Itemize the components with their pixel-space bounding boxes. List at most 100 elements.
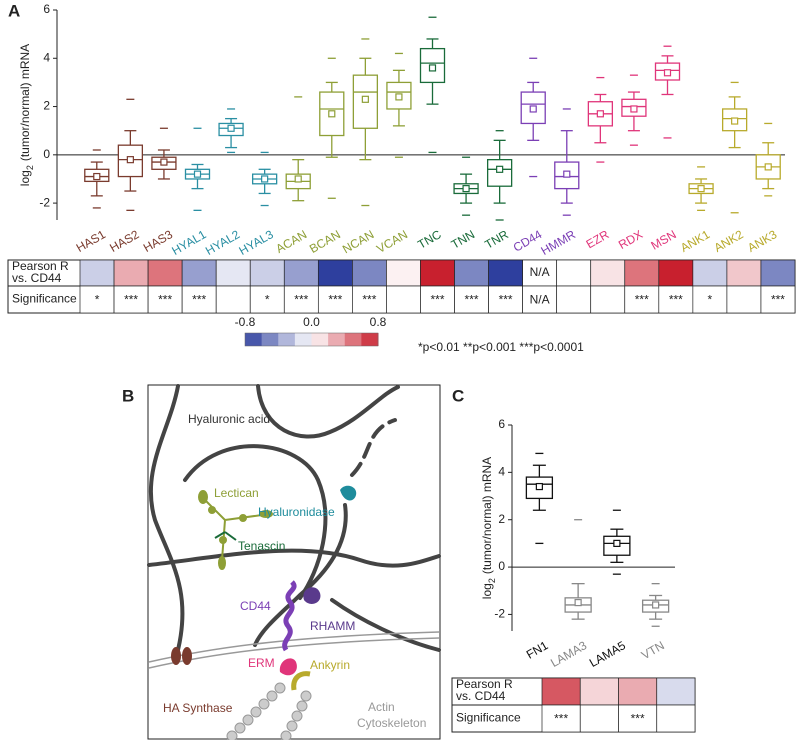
actin-bead [266, 690, 278, 702]
significance-text: *** [192, 293, 206, 307]
row-label: Significance [456, 711, 521, 725]
x-tick-label: EZR [584, 227, 612, 251]
x-tick-label: TNN [449, 227, 477, 251]
heatmap-cell [541, 677, 581, 706]
x-tick-label: VTN [639, 638, 667, 662]
x-tick-label: RDX [616, 227, 645, 252]
mean-marker [574, 598, 582, 607]
lectican-dot [239, 514, 247, 522]
heatmap-cell [590, 259, 626, 287]
y-axis-label: log2 (tumor/normal) mRNA [480, 457, 497, 599]
mean-marker [126, 156, 134, 164]
mean-marker [613, 539, 621, 547]
mean-marker [596, 110, 604, 118]
ha-strand [253, 503, 348, 647]
y-axis-label-part: (tumor/normal) mRNA [18, 44, 32, 161]
label-rhamm: RHAMM [310, 619, 355, 633]
lectican-icon [198, 490, 273, 570]
x-tick-label: BCAN [307, 227, 343, 256]
heatmap-cell [249, 259, 285, 287]
heatmap-cell [215, 259, 251, 287]
x-tick-label: ANK3 [745, 227, 779, 255]
significance-text: *** [158, 293, 172, 307]
y-tick-label: 2 [498, 512, 505, 526]
y-tick-label: 6 [43, 2, 50, 16]
x-tick-label: HYAL2 [203, 227, 242, 258]
significance-cell [113, 285, 149, 314]
label-hyaluronidase: Hyaluronidase [258, 505, 335, 519]
mean-marker [731, 117, 739, 125]
mean-marker [294, 175, 302, 183]
heatmap-cell [79, 259, 115, 287]
box [486, 159, 513, 187]
colorbar-swatch [261, 333, 279, 346]
significance-cell [317, 285, 353, 314]
ha-strand [330, 598, 441, 652]
heatmap-cell [726, 259, 762, 287]
mean-marker [462, 185, 470, 193]
y-tick-label: 2 [43, 99, 50, 113]
x-tick-label: HYAL1 [169, 227, 208, 258]
y-axis-label-part: 2 [25, 165, 35, 170]
heatmap-cell [147, 259, 183, 287]
heatmap-cell [317, 259, 353, 287]
tenascin-icon [214, 531, 237, 541]
y-axis-label-part: log [480, 583, 494, 599]
label-lectican: Lectican [214, 486, 259, 500]
mean-marker [261, 175, 269, 183]
significance-text: *** [328, 293, 342, 307]
y-axis-label: log2 (tumor/normal) mRNA [18, 44, 35, 186]
panel-letter: A [8, 1, 20, 20]
actin-bead [280, 730, 292, 740]
x-tick-label: MSN [648, 227, 678, 252]
y-tick-label: 6 [498, 417, 505, 431]
heatmap-cell [113, 259, 149, 287]
heatmap-cell [618, 677, 658, 706]
ha-strand [256, 384, 400, 439]
ha-strand [183, 444, 328, 600]
lectican-end [259, 510, 273, 518]
x-tick-label: ANK1 [678, 227, 712, 255]
heatmap-cell [522, 259, 558, 287]
significance-cell [579, 704, 619, 733]
ha-synthase-part [171, 647, 181, 665]
mean-marker [160, 158, 168, 166]
y-tick-label: 4 [498, 465, 505, 479]
label-tenascin: Tenascin [238, 539, 285, 553]
y-axis-label-part: log [18, 170, 32, 186]
y-tick-label: -2 [494, 607, 505, 621]
mean-marker [535, 482, 543, 491]
colorbar-tick-label: -0.8 [235, 315, 256, 329]
hyaluronidase-icon [340, 485, 357, 501]
significance-text: *** [465, 293, 479, 307]
y-axis-label-part: 2 [487, 578, 497, 583]
label-actin: Cytoskeleton [357, 716, 426, 730]
mean-marker [193, 170, 202, 178]
heatmap-cell [488, 259, 523, 287]
row-label: vs. CD44 [12, 271, 62, 285]
colorbar-swatch [311, 333, 329, 346]
x-tick-label: ACAN [273, 227, 309, 256]
significance-text: *** [554, 712, 568, 726]
panel-letter: B [122, 386, 134, 405]
colorbar-swatch [245, 333, 263, 346]
row-label: Significance [12, 292, 77, 306]
heatmap-cell [386, 259, 421, 287]
significance-cell [618, 704, 658, 733]
hyaluronic-acid-strands [147, 384, 441, 652]
mean-marker [93, 172, 101, 181]
actin-bead [242, 714, 254, 726]
significance-text: *** [771, 293, 785, 307]
actin-bead [286, 720, 298, 732]
x-tick-label: HYAL3 [237, 227, 276, 258]
mean-marker [764, 163, 772, 171]
significance-text: *** [124, 293, 138, 307]
cd44-icon [282, 580, 297, 652]
row-label: Pearson R [456, 677, 513, 691]
heatmap-cell [692, 259, 728, 287]
significance-cell [556, 285, 592, 314]
y-tick-label: 0 [498, 559, 505, 573]
colorbar-swatch [361, 333, 379, 346]
significance-cell [590, 285, 626, 314]
row-label: Pearson R [12, 259, 69, 273]
